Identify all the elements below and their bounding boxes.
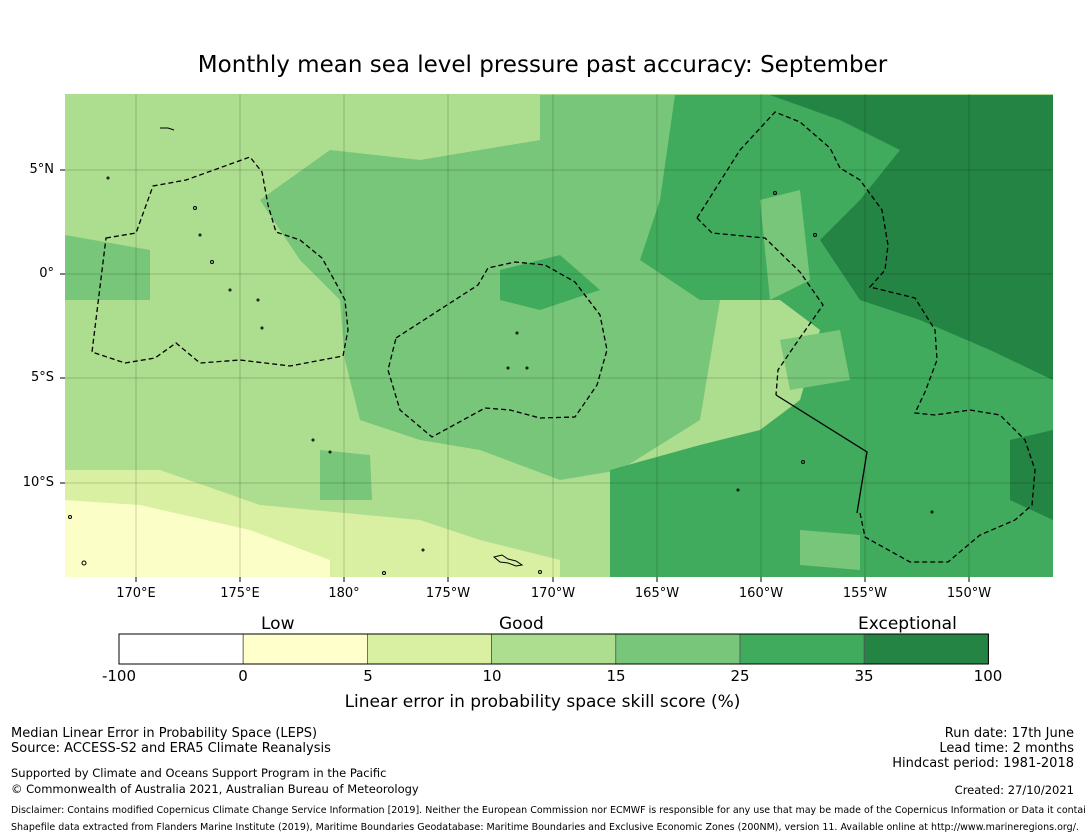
shapefile-credit: Shapefile data extracted from Flanders M… [11,822,1079,833]
x-tick-label: 170°W [530,586,576,601]
legend-tick-label: 15 [606,667,626,685]
skill-region [1010,430,1053,520]
footer-support: Supported by Climate and Oceans Support … [11,766,387,780]
x-tick-label: 175°W [425,586,471,601]
eez-boundaries [91,111,1036,563]
created-date: Created: 27/10/2021 [954,783,1074,797]
gridlines [65,94,1053,577]
legend-swatch [242,633,368,665]
legend-tick-label: 100 [973,667,1003,685]
legend-swatch [863,633,989,665]
y-tick-label: 5°S [30,370,54,385]
legend-tick-label: -100 [101,667,137,685]
legend-band-label: Good [499,614,544,634]
legend-swatch [615,633,741,665]
map-field [65,94,1053,577]
hindcast-period: Hindcast period: 1981-2018 [892,756,1074,771]
skill-region [780,330,850,390]
legend-band-label: Low [261,614,295,634]
skill-region [770,95,1053,380]
legend-tick-label: 25 [730,667,750,685]
x-tick-label: 180° [328,586,360,601]
skill-region [800,530,860,570]
footer-copyright: © Commonwealth of Australia 2021, Austra… [11,782,419,796]
legend-title: Linear error in probability space skill … [344,692,741,712]
skill-region [65,500,330,577]
solid-boundary [775,394,868,514]
legend-tick-label: 35 [854,667,874,685]
y-tick-label: 5°N [29,162,55,177]
x-tick-label: 160°W [738,586,784,601]
x-tick-label: 165°W [634,586,680,601]
axis-ticks [60,169,970,582]
y-tick-label: 10°S [22,475,54,490]
legend-tick-label: 5 [363,667,373,685]
skill-region [65,235,150,300]
legend-tick-label: 0 [238,667,248,685]
skill-region [760,190,810,300]
skill-region [320,450,372,500]
legend-tick-label: 10 [482,667,502,685]
page-title: Monthly mean sea level pressure past acc… [197,52,888,78]
lead-time: Lead time: 2 months [939,741,1074,756]
legend-swatch [491,633,617,665]
legend-band-label: Exceptional [858,614,957,634]
x-tick-label: 150°W [946,586,992,601]
run-date: Run date: 17th June [944,726,1074,741]
colorbar [118,633,989,665]
skill-region [500,255,600,310]
islands [68,127,934,575]
y-tick-label: 0° [39,266,54,281]
legend-swatch [118,633,244,665]
x-tick-label: 155°W [842,586,888,601]
legend-swatch [739,633,865,665]
disclaimer: Disclaimer: Contains modified Copernicus… [11,805,1085,816]
footer-source: Source: ACCESS-S2 and ERA5 Climate Reana… [11,741,331,756]
footer-method: Median Linear Error in Probability Space… [11,726,318,741]
x-tick-label: 170°E [116,586,156,601]
colorbar-border [118,633,989,665]
x-tick-label: 175°E [220,586,260,601]
legend-swatch [366,633,492,665]
skill-region [260,95,720,480]
